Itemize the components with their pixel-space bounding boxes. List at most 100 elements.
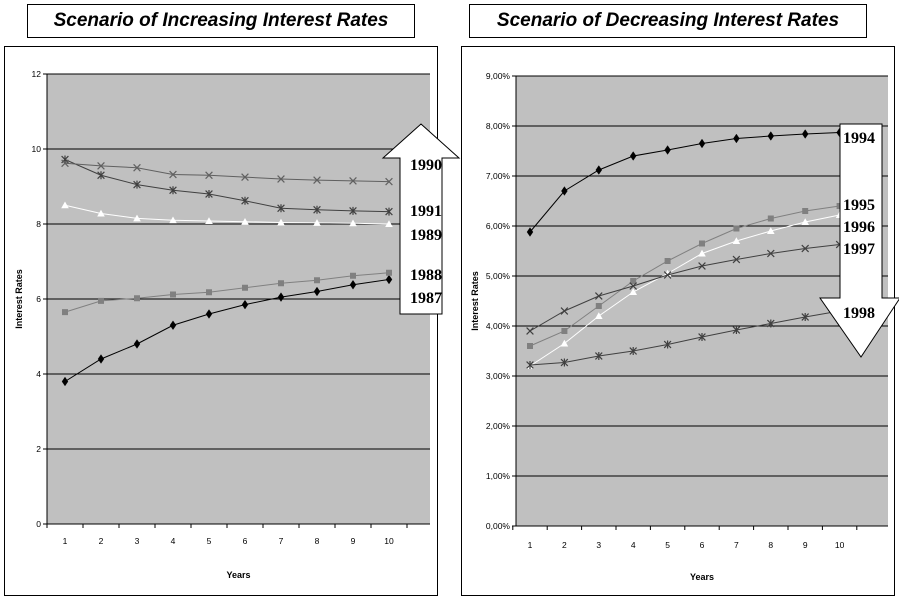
data-point-1988: [134, 295, 140, 302]
series-label-1998: 1998: [843, 305, 875, 322]
data-point-1989: [97, 209, 105, 217]
data-point-1988: [242, 284, 248, 291]
left-x-tick-label: 4: [171, 536, 176, 546]
right-x-tick-label: 4: [631, 540, 636, 550]
series-line-1987: [64, 279, 390, 382]
right-x-tick-label: 10: [835, 540, 845, 550]
data-point-1990: [97, 162, 105, 170]
data-point-1988: [350, 272, 356, 279]
data-point-1995: [733, 225, 740, 232]
left-x-tick-label: 6: [243, 536, 248, 546]
series-line-1997: [529, 244, 840, 332]
data-point-1998: [698, 333, 706, 341]
left-x-tick-label: 2: [99, 536, 104, 546]
data-point-1995: [802, 208, 809, 214]
data-point-1987: [61, 376, 69, 387]
right-y-tick-label: 1,00%: [486, 471, 511, 481]
data-point-1996: [801, 218, 809, 225]
right-x-axis-label: Years: [690, 572, 714, 582]
data-point-1991: [169, 186, 177, 195]
data-point-1989: [277, 218, 285, 226]
data-point-1989: [241, 217, 249, 225]
data-point-1990: [277, 175, 285, 183]
series-line-1989: [64, 204, 390, 225]
data-point-1996: [698, 249, 706, 257]
data-point-1994: [561, 186, 568, 196]
data-point-1987: [205, 309, 213, 319]
series-label-1996: 1996: [843, 219, 875, 236]
data-point-1991: [241, 196, 249, 205]
left-y-tick-label: 0: [36, 519, 41, 529]
data-point-1987: [313, 286, 321, 297]
data-point-1991: [385, 207, 393, 216]
series-markers-1990: [61, 159, 393, 186]
data-point-1998: [663, 340, 672, 349]
series-markers-1991: [61, 155, 393, 216]
data-point-1997: [801, 244, 810, 253]
data-point-1994: [629, 151, 637, 161]
right-y-tick-label: 7,00%: [486, 171, 511, 181]
series-label-1995: 1995: [843, 197, 875, 214]
data-point-1987: [169, 320, 177, 331]
left-x-tick-label: 7: [279, 536, 284, 546]
data-point-1998: [801, 313, 810, 321]
data-point-1987: [133, 339, 141, 349]
data-point-1987: [241, 299, 249, 310]
data-point-1987: [97, 354, 105, 364]
data-point-1990: [241, 173, 249, 181]
left-x-tick-label: 8: [315, 536, 320, 546]
data-point-1996: [560, 339, 569, 347]
right-y-tick-label: 9,00%: [486, 71, 511, 81]
data-point-1994: [733, 133, 740, 144]
series-markers-1987: [61, 274, 393, 387]
data-point-1997: [732, 255, 741, 264]
left-x-tick-label: 9: [351, 536, 356, 546]
series-label-1990: 1990: [410, 157, 442, 174]
data-point-1997: [526, 327, 534, 335]
left-y-tick-label: 6: [36, 294, 41, 304]
right-x-tick-label: 7: [734, 540, 739, 550]
data-point-1988: [314, 277, 320, 284]
right-x-tick-label: 9: [803, 540, 808, 550]
data-point-1990: [205, 171, 213, 180]
series-markers-1988: [62, 269, 392, 316]
right-y-tick-label: 2,00%: [486, 421, 511, 431]
series-markers-1989: [61, 201, 393, 227]
series-label-1997: 1997: [843, 241, 875, 258]
right-y-axis-label: Interest Rates: [470, 271, 480, 331]
left-y-tick-label: 8: [36, 219, 41, 229]
right-y-tick-label: 8,00%: [486, 121, 511, 131]
data-point-1989: [385, 220, 393, 227]
data-point-1989: [205, 217, 213, 224]
data-point-1988: [386, 269, 392, 276]
data-point-1998: [594, 352, 603, 360]
data-point-1995: [664, 258, 671, 264]
data-point-1994: [526, 227, 534, 237]
data-point-1987: [385, 274, 393, 285]
data-point-1990: [313, 176, 321, 184]
data-point-1994: [595, 165, 603, 175]
series-label-1994: 1994: [843, 130, 875, 147]
series-label-1989: 1989: [410, 227, 442, 244]
right-y-tick-label: 0,00%: [486, 521, 511, 531]
right-y-tick-label: 5,00%: [486, 271, 511, 281]
data-point-1995: [699, 240, 705, 247]
series-markers-1994: [526, 127, 843, 237]
data-point-1994: [801, 129, 809, 139]
right-x-tick-label: 8: [768, 540, 773, 550]
left-chart-title: Scenario of Increasing Interest Rates: [27, 4, 415, 38]
data-point-1987: [277, 292, 285, 302]
data-point-1995: [527, 343, 533, 349]
data-point-1998: [526, 361, 534, 369]
left-arrow: [381, 123, 461, 315]
left-x-tick-label: 5: [207, 536, 212, 546]
data-point-1989: [133, 214, 141, 222]
data-point-1991: [277, 204, 285, 213]
data-point-1998: [732, 326, 741, 334]
series-line-1990: [64, 162, 390, 183]
series-line-1994: [529, 132, 840, 233]
data-point-1996: [732, 237, 741, 244]
data-point-1989: [313, 219, 321, 226]
data-point-1995: [595, 303, 602, 309]
